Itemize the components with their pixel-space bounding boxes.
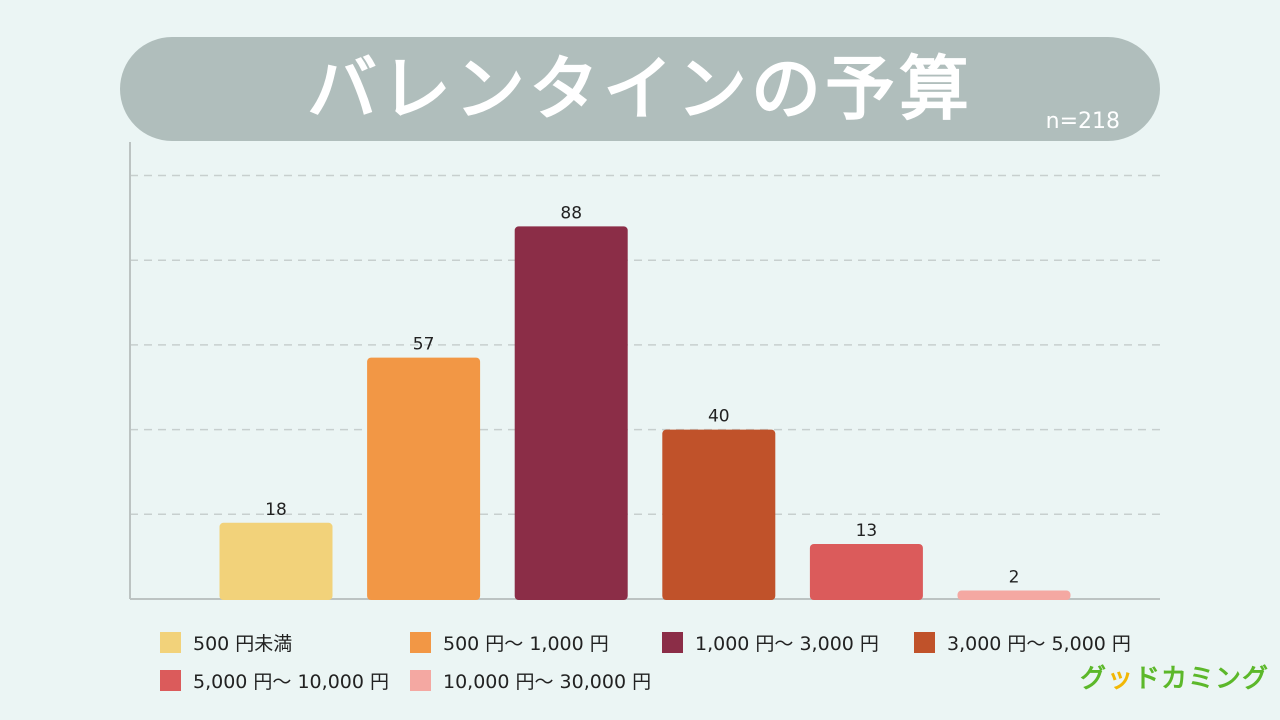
- legend-label: 3,000 円〜 5,000 円: [947, 632, 1131, 655]
- brand-logo: グッドカミング: [1080, 664, 1270, 694]
- legend-swatch: [160, 669, 181, 691]
- legend-item: 1,000 円〜 3,000 円: [662, 628, 879, 656]
- data-label-5: 13: [856, 521, 878, 541]
- legend-item: 500 円〜 1,000 円: [410, 628, 609, 656]
- legend-item: 500 円未満: [160, 628, 292, 656]
- legend-swatch: [160, 631, 181, 653]
- legend-label: 5,000 円〜 10,000 円: [193, 670, 389, 693]
- bar-2: [367, 357, 481, 600]
- data-label-6: 2: [1009, 568, 1020, 588]
- data-label-2: 57: [413, 335, 435, 355]
- data-label-1: 18: [265, 500, 287, 520]
- legend-swatch: [914, 631, 935, 653]
- legend-item: 5,000 円〜 10,000 円: [160, 666, 389, 694]
- legend-item: 3,000 円〜 5,000 円: [914, 628, 1131, 656]
- bar-6: [957, 590, 1071, 600]
- data-label-3: 88: [560, 203, 582, 223]
- bar-4: [662, 429, 776, 600]
- legend-label: 500 円未満: [193, 632, 293, 655]
- bar-1: [219, 522, 333, 600]
- legend-label: 500 円〜 1,000 円: [443, 632, 609, 655]
- bar-5: [809, 543, 923, 600]
- legend-item: 10,000 円〜 30,000 円: [410, 666, 651, 694]
- legend-swatch: [410, 631, 431, 653]
- legend-swatch: [410, 669, 431, 691]
- bar-3: [514, 226, 628, 600]
- legend-swatch: [662, 631, 683, 653]
- data-label-4: 40: [708, 407, 730, 427]
- sample-size-label: n=218: [1045, 109, 1120, 134]
- title-banner: バレンタインの予算 n=218: [120, 37, 1160, 141]
- legend-label: 1,000 円〜 3,000 円: [695, 632, 879, 655]
- legend-label: 10,000 円〜 30,000 円: [443, 670, 652, 693]
- chart-title: バレンタインの予算: [307, 48, 973, 130]
